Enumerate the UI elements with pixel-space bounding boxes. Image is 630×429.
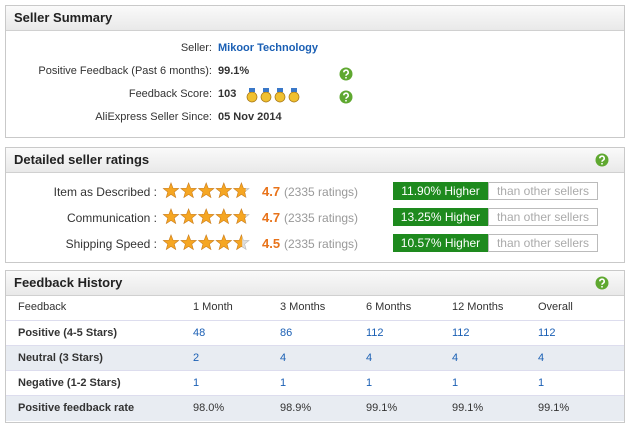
comparison: 13.25% Higher xyxy=(393,208,488,226)
column-header: Overall xyxy=(538,301,573,313)
table-cell: 98.0% xyxy=(193,402,225,414)
rating-label: Item as Described : xyxy=(53,185,157,199)
table-cell: 99.1% xyxy=(452,402,484,414)
medals xyxy=(246,88,300,103)
star-fill xyxy=(162,208,246,225)
table-cell: 86 xyxy=(280,327,293,339)
column-header: 6 Months xyxy=(366,301,412,313)
row-label: Negative (1-2 Stars) xyxy=(18,377,121,389)
column-header: 1 Month xyxy=(193,301,233,313)
help-icon[interactable] xyxy=(339,67,353,81)
table-row: Positive (4-5 Stars) 48 86 112 112 112 xyxy=(6,320,624,346)
table-cell: 98.9% xyxy=(280,402,312,414)
rating-value: 4.7 xyxy=(262,184,281,199)
table-cell: 112 xyxy=(452,327,470,339)
table-cell: 2 xyxy=(193,352,200,364)
table-cell: 99.1% xyxy=(538,402,570,414)
comparison-suffix: than other sellers xyxy=(488,234,598,252)
table-cell: 4 xyxy=(366,352,373,364)
rating-label: Shipping Speed : xyxy=(65,237,157,251)
comparison: 11.90% Higher xyxy=(393,182,488,200)
rating-label: Communication : xyxy=(66,211,157,225)
table-cell: 99.1% xyxy=(366,402,398,414)
field-label: Seller: xyxy=(180,42,212,54)
column-header: 3 Months xyxy=(280,301,326,313)
star-rating xyxy=(162,208,250,225)
table-cell: 4 xyxy=(538,352,545,364)
help-icon[interactable] xyxy=(339,90,353,104)
row-label: Positive (4-5 Stars) xyxy=(18,327,118,339)
table-cell: 1 xyxy=(452,377,459,389)
field-value: Mikoor Technology xyxy=(218,42,319,54)
star-fill xyxy=(162,234,243,251)
table-cell: 48 xyxy=(193,327,206,339)
comparison-suffix: than other sellers xyxy=(488,182,598,200)
rating-value: 4.5 xyxy=(262,236,281,251)
panel-title: Detailed seller ratings xyxy=(6,148,624,173)
comparison: 10.57% Higher xyxy=(393,234,488,252)
seller-summary: Seller Summary Seller: Mikoor Technology P… xyxy=(5,5,625,138)
star-rating xyxy=(162,182,250,199)
comparison-suffix: than other sellers xyxy=(488,208,598,226)
table-cell: 1 xyxy=(366,377,373,389)
panel-title: Seller Summary xyxy=(6,6,624,31)
detailed-ratings: Detailed seller ratings Item as Describe… xyxy=(5,147,625,263)
field-label: Feedback Score: xyxy=(128,88,212,100)
table-cell: 112 xyxy=(538,327,556,339)
table-cell: 1 xyxy=(538,377,545,389)
table-cell: 1 xyxy=(280,377,287,389)
field-value: 103 xyxy=(218,88,237,100)
rating-count: (2335 ratings) xyxy=(284,211,359,225)
column-header: 12 Months xyxy=(452,301,504,313)
rating-count: (2335 ratings) xyxy=(284,185,359,199)
table-cell: 4 xyxy=(452,352,459,364)
column-header: Feedback xyxy=(18,301,67,313)
row-label: Positive feedback rate xyxy=(18,402,135,414)
star-fill xyxy=(162,182,246,199)
table-row: Negative (1-2 Stars) 1 1 1 1 1 xyxy=(6,370,624,396)
table-cell: 112 xyxy=(366,327,384,339)
row-label: Neutral (3 Stars) xyxy=(18,352,103,364)
field-value: 99.1% xyxy=(218,65,250,77)
panel-title: Feedback History xyxy=(6,271,624,296)
star-rating xyxy=(162,234,250,251)
table-row: Positive feedback rate 98.0% 98.9% 99.1% 99.… xyxy=(6,395,624,421)
table-row: Neutral (3 Stars) 2 4 4 4 4 xyxy=(6,345,624,371)
table-cell: 1 xyxy=(193,377,200,389)
rating-count: (2335 ratings) xyxy=(284,237,359,251)
help-icon[interactable] xyxy=(595,276,609,290)
table-cell: 4 xyxy=(280,352,287,364)
feedback-history: Feedback History Feedback 1 Month 3 Months… xyxy=(5,270,625,423)
help-icon[interactable] xyxy=(595,153,609,167)
rating-value: 4.7 xyxy=(262,210,281,225)
field-label: AliExpress Seller Since: xyxy=(95,111,212,123)
field-value: 05 Nov 2014 xyxy=(218,111,282,123)
field-label: Positive Feedback (Past 6 months): xyxy=(38,65,212,77)
